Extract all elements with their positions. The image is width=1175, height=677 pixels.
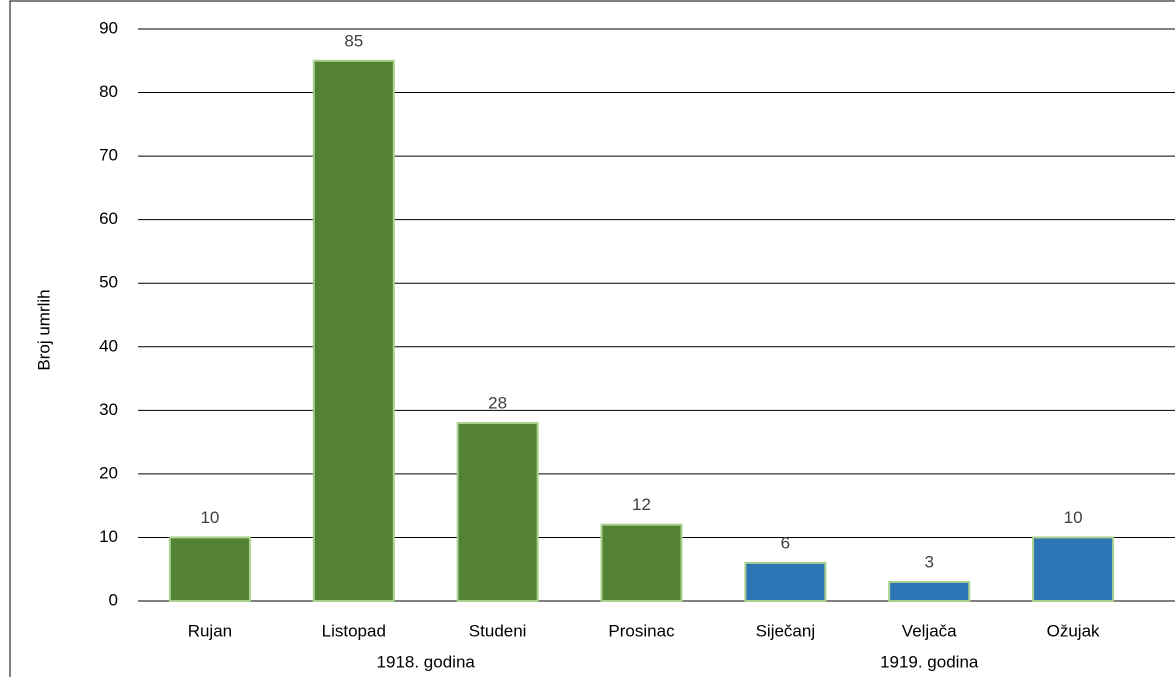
group-label: 1919. godina [880, 652, 979, 671]
bar [312, 59, 395, 603]
y-tick-label: 0 [109, 590, 118, 609]
y-tick-label: 70 [99, 146, 118, 165]
bar [600, 523, 683, 603]
x-tick-label: Ožujak [1047, 621, 1100, 640]
bar [888, 580, 971, 603]
x-tick-label: Listopad [322, 621, 386, 640]
y-tick-label: 90 [99, 18, 118, 37]
y-tick-label: 60 [99, 209, 118, 228]
x-tick-label: Siječanj [756, 621, 816, 640]
y-tick-label: 50 [99, 273, 118, 292]
bar [744, 561, 827, 602]
y-tick-label: 20 [99, 463, 118, 482]
data-label: 28 [488, 394, 507, 413]
group-label: 1918. godina [377, 652, 476, 671]
y-tick-label: 10 [99, 527, 118, 546]
y-tick-label: 80 [99, 82, 118, 101]
x-tick-label: Rujan [188, 621, 232, 640]
data-label: 3 [924, 552, 933, 571]
data-label: 6 [781, 533, 790, 552]
x-tick-label: Studeni [469, 621, 527, 640]
bar [168, 536, 251, 603]
data-label: 10 [200, 508, 219, 527]
x-tick-label: Prosinac [608, 621, 675, 640]
bar [1032, 536, 1115, 603]
data-label: 12 [632, 495, 651, 514]
y-axis-label: Broj umrlih [34, 289, 53, 370]
bar [456, 422, 539, 602]
x-tick-label: Veljača [902, 621, 957, 640]
data-label: 10 [1064, 508, 1083, 527]
chart-frame [9, 0, 1175, 677]
data-label: 85 [344, 31, 363, 50]
y-tick-label: 30 [99, 400, 118, 419]
y-tick-label: 40 [99, 336, 118, 355]
